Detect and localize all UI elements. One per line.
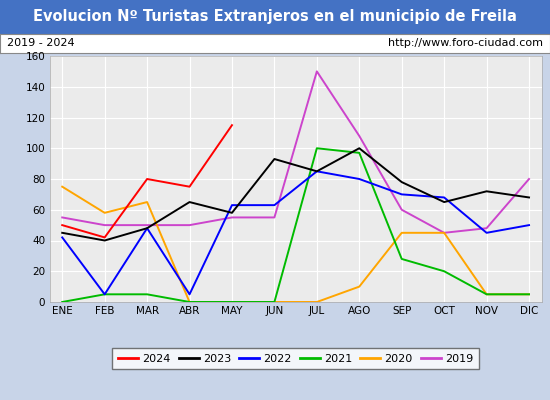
Text: Evolucion Nº Turistas Extranjeros en el municipio de Freila: Evolucion Nº Turistas Extranjeros en el … bbox=[33, 10, 517, 24]
Text: http://www.foro-ciudad.com: http://www.foro-ciudad.com bbox=[388, 38, 543, 48]
Text: 2019 - 2024: 2019 - 2024 bbox=[7, 38, 74, 48]
Legend: 2024, 2023, 2022, 2021, 2020, 2019: 2024, 2023, 2022, 2021, 2020, 2019 bbox=[112, 348, 479, 369]
